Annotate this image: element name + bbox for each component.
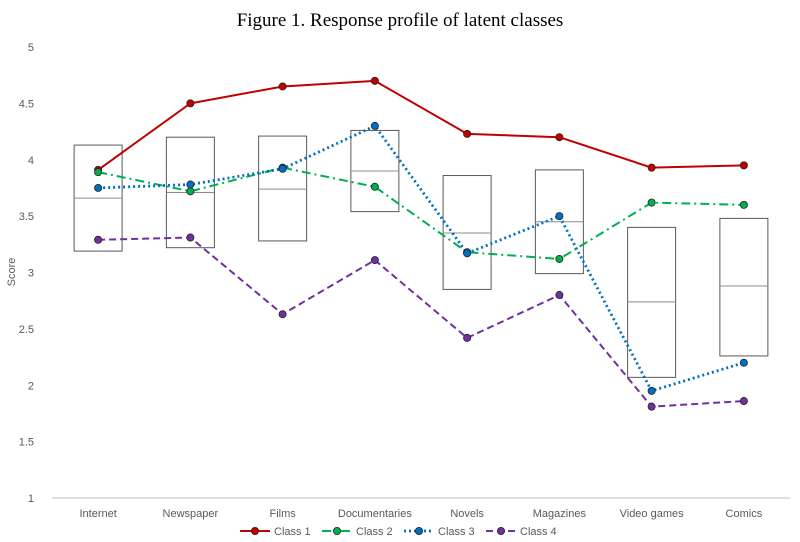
x-ticks: Internet Newspaper Films Documentaries Novel… [79, 508, 762, 520]
data-point [463, 129, 472, 138]
data-point [555, 254, 564, 263]
x-tick-label: Internet [79, 508, 116, 520]
data-point [647, 402, 656, 411]
x-tick-label: Documentaries [338, 508, 412, 520]
data-point [647, 198, 656, 207]
y-axis-label: Score [6, 258, 18, 287]
y-ticks: 1 1.5 2 2.5 3 3.5 4 4.5 5 [19, 42, 34, 505]
data-point [463, 333, 472, 342]
series-line [97, 166, 744, 260]
x-tick-label: Video games [620, 508, 685, 520]
data-point [370, 121, 379, 130]
range-box [442, 175, 492, 290]
x-tick-label: Newspaper [163, 508, 219, 520]
data-point [186, 187, 195, 196]
range-box [258, 135, 308, 242]
legend-label: Class 2 [356, 526, 393, 538]
data-point [370, 76, 379, 85]
y-tick-label: 2 [28, 380, 34, 392]
series-line [97, 79, 744, 171]
series-lines [97, 79, 745, 408]
chart-title: Figure 1. Response profile of latent cla… [237, 10, 564, 31]
y-tick-label: 3.5 [19, 211, 34, 223]
data-point [94, 168, 103, 177]
data-point [186, 99, 195, 108]
x-tick-label: Novels [450, 508, 484, 520]
series-line [98, 236, 744, 408]
legend-swatch-marker [332, 527, 341, 536]
legend-swatch-marker [414, 527, 423, 536]
y-tick-label: 1 [28, 493, 34, 505]
y-tick-label: 5 [28, 42, 34, 54]
legend-label: Class 1 [274, 526, 311, 538]
data-point [739, 358, 748, 367]
series-line [98, 124, 745, 393]
y-tick-label: 2.5 [19, 324, 34, 336]
data-point [278, 82, 287, 91]
data-point [370, 256, 379, 265]
range-box [627, 226, 677, 378]
data-point [647, 163, 656, 172]
data-point [739, 397, 748, 406]
y-tick-label: 4 [28, 155, 34, 167]
legend: Class 1 Class 2 Class 3 Class 4 [240, 526, 557, 538]
legend-label: Class 3 [438, 526, 475, 538]
legend-swatch-marker [496, 527, 505, 536]
legend-swatch-marker [250, 527, 259, 536]
data-point [555, 133, 564, 142]
data-point [278, 310, 287, 319]
data-point [739, 161, 748, 170]
data-point [647, 386, 656, 395]
data-point [94, 235, 103, 244]
data-point [463, 249, 472, 258]
data-point [94, 183, 103, 192]
data-point [186, 233, 195, 242]
x-tick-label: Magazines [533, 508, 587, 520]
data-point [739, 200, 748, 209]
x-tick-label: Comics [726, 508, 763, 520]
data-point [555, 212, 564, 221]
range-box [719, 217, 769, 357]
y-tick-label: 4.5 [19, 98, 34, 110]
data-point [555, 291, 564, 300]
x-tick-label: Films [269, 508, 296, 520]
legend-label: Class 4 [520, 526, 557, 538]
y-tick-label: 3 [28, 268, 34, 280]
data-point [370, 182, 379, 191]
y-tick-label: 1.5 [19, 437, 34, 449]
series-markers [94, 76, 748, 411]
data-point [186, 180, 195, 189]
data-point [278, 164, 287, 173]
